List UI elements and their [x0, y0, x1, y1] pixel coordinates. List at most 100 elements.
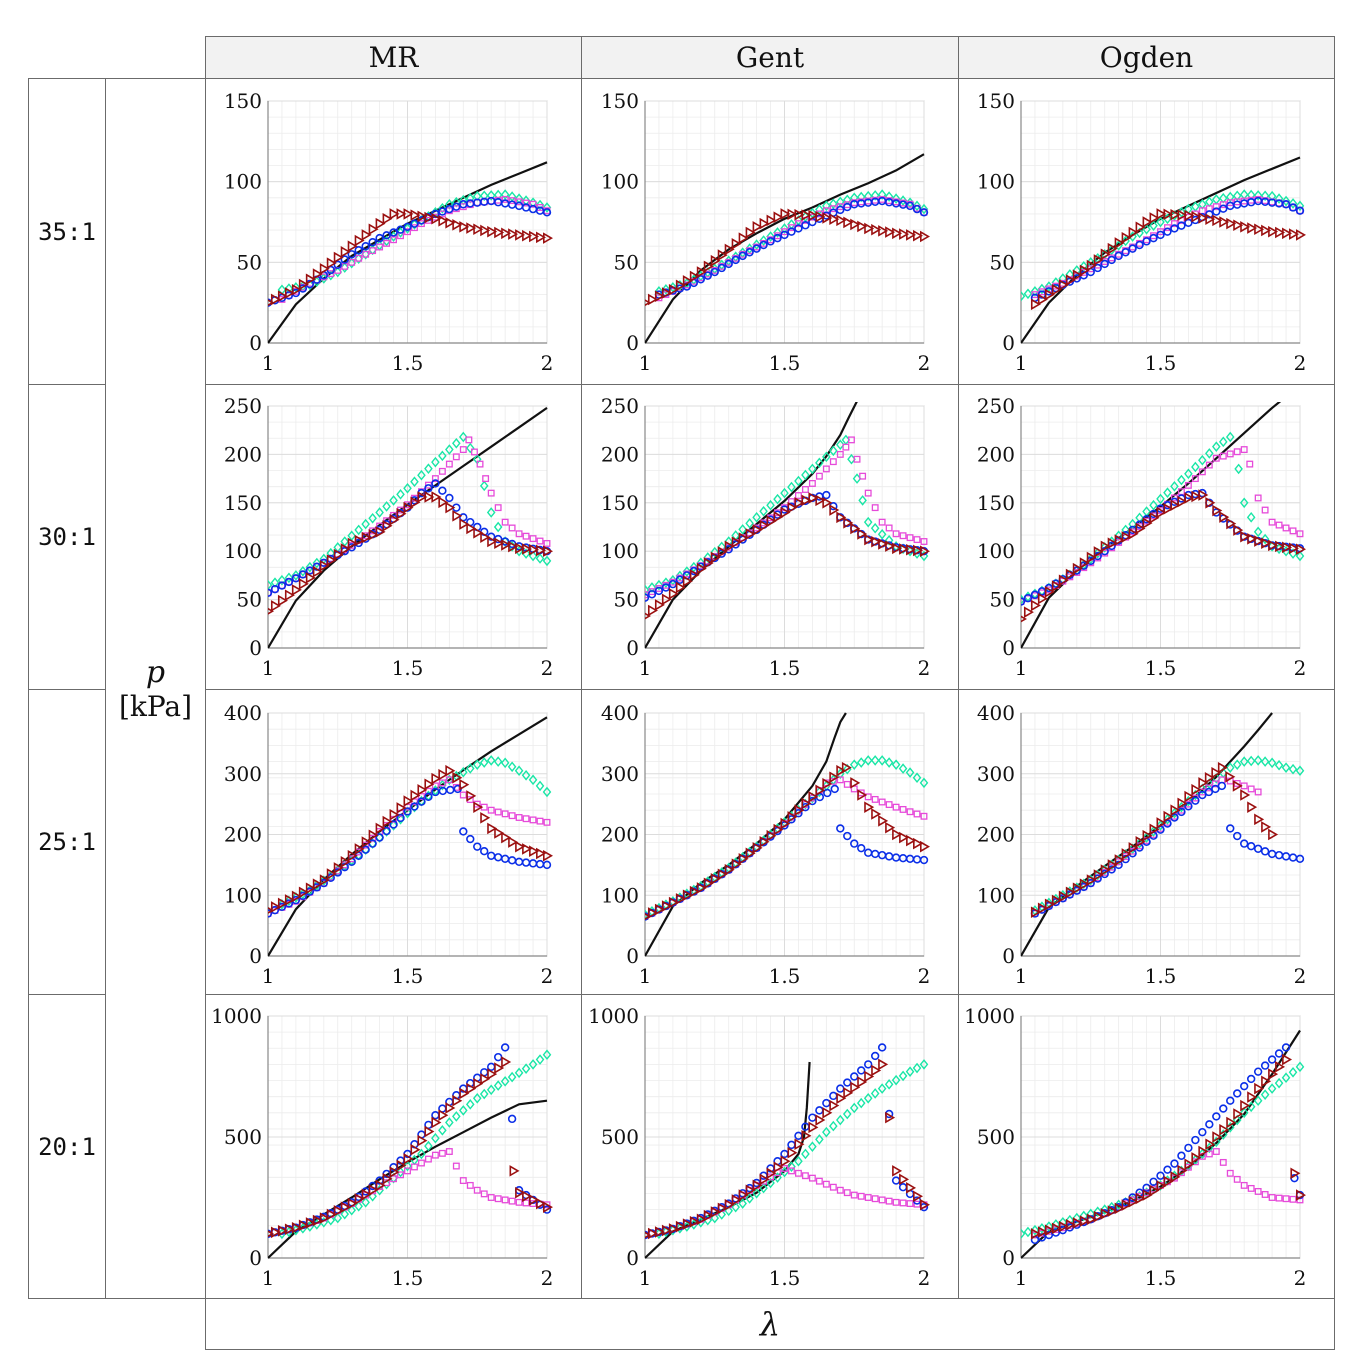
marker-cyan	[1037, 283, 1047, 295]
marker-cyan	[1184, 468, 1193, 480]
marker-red	[696, 562, 707, 575]
marker-red	[1233, 1108, 1244, 1120]
marker-cyan	[1128, 518, 1137, 530]
marker-red	[1100, 864, 1111, 876]
y-tick-label: 150	[224, 89, 262, 113]
marker-cyan	[870, 1088, 880, 1099]
x-tick-label: 1	[639, 351, 652, 375]
marker-blue	[417, 797, 426, 806]
marker-red	[1156, 817, 1167, 829]
marker-red	[1100, 1208, 1111, 1220]
marker-cyan	[514, 1067, 524, 1079]
marker-blue	[270, 584, 280, 594]
marker-red	[1093, 546, 1104, 558]
marker-cyan	[661, 577, 671, 588]
marker-cyan	[1177, 474, 1186, 486]
marker-red	[892, 828, 903, 841]
marker-magenta	[369, 247, 377, 255]
marker-red	[850, 218, 861, 231]
marker-magenta	[536, 537, 544, 545]
marker-cyan	[479, 190, 489, 202]
marker-cyan	[877, 1083, 887, 1094]
marker-magenta	[466, 1181, 474, 1189]
marker-cyan	[808, 1141, 817, 1152]
marker-red	[312, 268, 323, 280]
marker-blue	[361, 242, 370, 251]
marker-red	[745, 1184, 756, 1197]
y-tick-label: 200	[601, 442, 639, 466]
marker-red	[752, 524, 763, 536]
marker-red	[794, 804, 805, 816]
marker-red	[808, 492, 819, 504]
marker-red	[347, 240, 358, 252]
marker-magenta	[508, 197, 516, 205]
marker-cyan	[1260, 190, 1270, 202]
marker-red	[1212, 214, 1223, 227]
marker-red	[773, 1161, 784, 1174]
marker-magenta	[864, 793, 872, 801]
marker-cyan	[1274, 1077, 1284, 1089]
marker-red	[542, 232, 553, 244]
y-tick-label: 100	[977, 883, 1015, 907]
marker-cyan	[479, 757, 489, 768]
marker-cyan	[312, 557, 322, 569]
marker-red	[752, 842, 763, 854]
marker-red	[522, 229, 533, 242]
x-tick-label: 1	[639, 1266, 652, 1290]
marker-red	[487, 225, 498, 238]
marker-red	[466, 1082, 477, 1095]
marker-cyan	[500, 189, 510, 200]
marker-cyan	[822, 1126, 831, 1138]
marker-red	[1219, 511, 1230, 523]
marker-red	[1282, 541, 1293, 554]
marker-red	[1184, 492, 1195, 504]
marker-magenta	[445, 776, 453, 784]
marker-red	[536, 847, 547, 860]
marker-red	[326, 554, 337, 566]
y-tick-label: 0	[626, 1246, 639, 1270]
marker-red	[1198, 777, 1209, 789]
marker-magenta	[501, 810, 509, 818]
marker-red	[1156, 208, 1167, 220]
marker-red	[1079, 878, 1090, 890]
marker-red	[1128, 842, 1139, 854]
marker-magenta	[1226, 450, 1234, 458]
marker-blue	[1135, 240, 1144, 250]
marker-red	[1205, 497, 1216, 509]
marker-magenta	[1261, 506, 1269, 514]
marker-magenta	[445, 1148, 453, 1155]
marker-red	[647, 293, 658, 306]
marker-red	[1142, 1189, 1153, 1201]
marker-cyan	[1239, 756, 1249, 767]
marker-magenta	[788, 1167, 795, 1175]
marker-cyan	[884, 191, 894, 202]
marker-red	[1240, 221, 1251, 233]
marker-red	[284, 589, 295, 602]
marker-blue	[645, 593, 650, 602]
marker-red	[1107, 242, 1118, 255]
marker-red	[1191, 210, 1202, 223]
marker-red	[1261, 537, 1272, 550]
marker-red	[529, 845, 540, 857]
x-tick-label: 2	[1294, 656, 1307, 680]
marker-blue	[277, 581, 287, 590]
marker-red	[787, 208, 798, 221]
y-tick-label: 150	[224, 491, 262, 515]
marker-magenta	[452, 1162, 460, 1170]
marker-magenta	[1289, 1195, 1297, 1203]
marker-red	[1289, 228, 1300, 240]
marker-red	[645, 299, 651, 307]
col-header-ogden: Ogden	[958, 36, 1335, 79]
marker-cyan	[486, 1084, 496, 1096]
y-tick-label: 0	[249, 331, 262, 355]
marker-blue	[1142, 237, 1151, 246]
marker-cyan	[347, 1204, 357, 1216]
y-tick-label: 50	[614, 588, 639, 612]
marker-cyan	[1267, 757, 1277, 769]
marker-red	[857, 528, 868, 540]
marker-red	[850, 522, 861, 535]
marker-cyan	[410, 476, 419, 488]
marker-cyan	[877, 528, 887, 540]
marker-magenta	[471, 448, 478, 456]
marker-red	[389, 1166, 400, 1178]
